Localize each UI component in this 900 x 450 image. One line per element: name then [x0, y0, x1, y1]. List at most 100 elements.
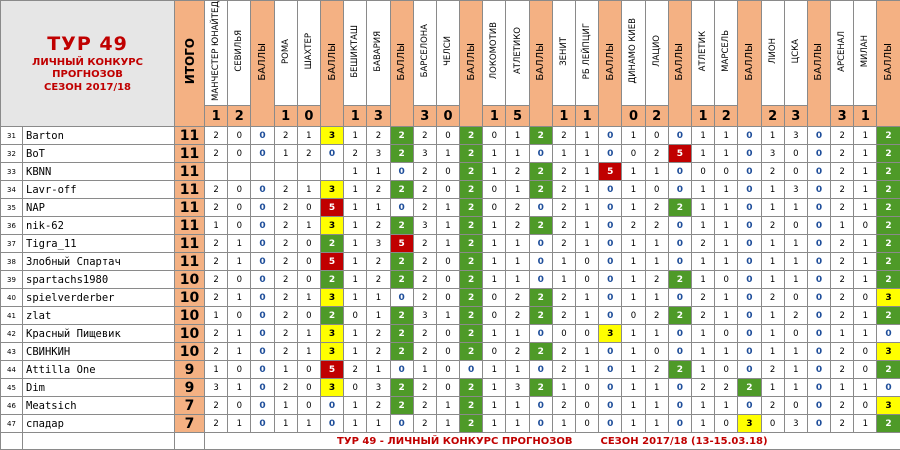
bally-header: БАЛЛЫ [390, 1, 413, 127]
prediction-home: 0 [483, 343, 506, 361]
prediction-away: 2 [367, 217, 390, 235]
points-cell: 0 [251, 415, 274, 433]
prediction-away: 1 [854, 325, 877, 343]
points-cell: 2 [460, 379, 483, 397]
participant-name: KBNN [23, 163, 175, 181]
away-team-header: ЛАЦИО [645, 1, 668, 106]
points-cell: 2 [460, 253, 483, 271]
prediction-away: 2 [506, 199, 529, 217]
points-cell: 0 [807, 235, 830, 253]
prediction-home: 1 [344, 289, 367, 307]
prediction-home: 2 [831, 199, 854, 217]
away-team-header: МИЛАН [854, 1, 877, 106]
participant-name: BoT [23, 145, 175, 163]
points-cell: 0 [807, 271, 830, 289]
home-team-name: ЛИОН [768, 38, 778, 64]
bally-header: БАЛЛЫ [807, 1, 830, 127]
prediction-home: 2 [274, 271, 297, 289]
prediction-away: 1 [367, 199, 390, 217]
home-team-header: БЕШИКТАШ [344, 1, 367, 106]
prediction-away: 1 [506, 397, 529, 415]
points-cell: 0 [807, 325, 830, 343]
bally-header-label: БАЛЛЫ [257, 43, 268, 81]
itogo-total: 10 [175, 307, 205, 325]
points-cell: 2 [460, 271, 483, 289]
prediction-away: 1 [436, 145, 459, 163]
points-cell: 0 [668, 217, 691, 235]
prediction-home: 2 [831, 271, 854, 289]
prediction-home: 1 [483, 325, 506, 343]
prediction-home: 2 [413, 343, 436, 361]
prediction-home: 1 [344, 217, 367, 235]
points-cell: 5 [599, 163, 622, 181]
prediction-home: 2 [552, 181, 575, 199]
prediction-away: 1 [297, 181, 320, 199]
prediction-home: 1 [622, 271, 645, 289]
points-cell: 2 [877, 163, 900, 181]
prediction-away: 0 [715, 325, 738, 343]
home-team-header: ДИНАМО КИЕВ [622, 1, 645, 106]
row-number: 32 [1, 145, 23, 163]
prediction-home: 2 [552, 397, 575, 415]
home-team-name: РОМА [281, 39, 291, 64]
bally-header-label: БАЛЛЫ [744, 43, 755, 81]
prediction-away: 1 [506, 415, 529, 433]
prediction-away: 1 [367, 163, 390, 181]
points-cell: 0 [668, 253, 691, 271]
prediction-home: 1 [761, 343, 784, 361]
footer-right-text: СЕЗОН 2017/18 (13-15.03.18) [601, 436, 768, 447]
itogo-total: 11 [175, 235, 205, 253]
prediction-away: 1 [645, 235, 668, 253]
prediction-home: 1 [691, 343, 714, 361]
row-number: 42 [1, 325, 23, 343]
prediction-away: 1 [506, 127, 529, 145]
points-cell: 0 [738, 289, 761, 307]
prediction-away: 2 [506, 289, 529, 307]
prediction-home: 1 [344, 325, 367, 343]
prediction-home: 2 [205, 415, 228, 433]
prediction-home: 2 [413, 253, 436, 271]
points-cell: 0 [807, 163, 830, 181]
prediction-home: 2 [691, 379, 714, 397]
prediction-away: 1 [576, 307, 599, 325]
prediction-away: 0 [784, 397, 807, 415]
itogo-header-label: ИТОГО [183, 38, 197, 84]
prediction-home: 1 [691, 127, 714, 145]
prediction-home: 1 [274, 397, 297, 415]
prediction-home: 1 [622, 235, 645, 253]
prediction-away: 0 [436, 127, 459, 145]
prediction-away: 0 [576, 271, 599, 289]
prediction-home: 2 [205, 127, 228, 145]
points-cell: 0 [668, 127, 691, 145]
points-cell: 0 [599, 343, 622, 361]
away-team-name: ЧЕЛСИ [443, 36, 453, 66]
points-cell: 0 [251, 181, 274, 199]
prediction-home: 2 [691, 235, 714, 253]
points-cell: 0 [460, 361, 483, 379]
prediction-away: 1 [784, 253, 807, 271]
prediction-home: 2 [274, 235, 297, 253]
itogo-total: 7 [175, 397, 205, 415]
home-score: 1 [344, 106, 367, 127]
prediction-home: 2 [552, 307, 575, 325]
prediction-away: 0 [645, 181, 668, 199]
prediction-home: 1 [344, 253, 367, 271]
prediction-away: 3 [367, 379, 390, 397]
points-cell: 2 [877, 235, 900, 253]
points-cell: 0 [738, 235, 761, 253]
prediction-away: 1 [576, 289, 599, 307]
prediction-away [228, 163, 251, 181]
prediction-home: 1 [761, 253, 784, 271]
prediction-away: 0 [436, 379, 459, 397]
points-cell: 3 [738, 415, 761, 433]
points-cell: 2 [460, 181, 483, 199]
prediction-away: 1 [784, 343, 807, 361]
points-cell: 2 [460, 397, 483, 415]
prediction-away: 0 [715, 415, 738, 433]
prediction-home: 1 [552, 415, 575, 433]
points-cell: 0 [390, 163, 413, 181]
points-cell: 2 [529, 217, 552, 235]
prediction-away: 1 [228, 325, 251, 343]
prediction-home: 1 [552, 271, 575, 289]
